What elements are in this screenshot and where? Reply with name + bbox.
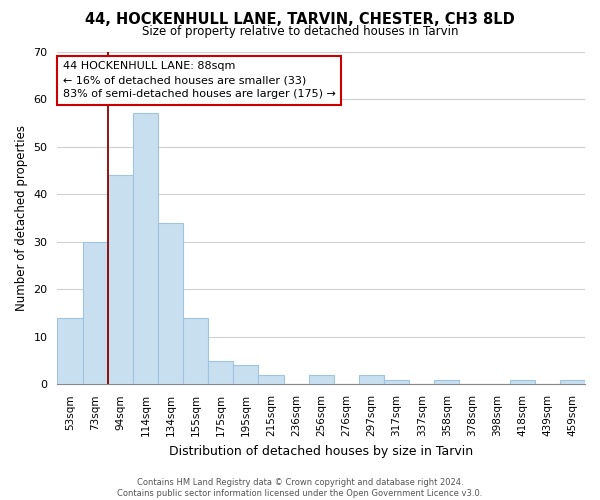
X-axis label: Distribution of detached houses by size in Tarvin: Distribution of detached houses by size … <box>169 444 473 458</box>
Bar <box>384 380 409 384</box>
Text: 44 HOCKENHULL LANE: 88sqm
← 16% of detached houses are smaller (33)
83% of semi-: 44 HOCKENHULL LANE: 88sqm ← 16% of detac… <box>62 62 335 100</box>
Bar <box>434 380 460 384</box>
Bar <box>208 360 233 384</box>
Text: 44, HOCKENHULL LANE, TARVIN, CHESTER, CH3 8LD: 44, HOCKENHULL LANE, TARVIN, CHESTER, CH… <box>85 12 515 28</box>
Bar <box>560 380 585 384</box>
Text: Contains HM Land Registry data © Crown copyright and database right 2024.
Contai: Contains HM Land Registry data © Crown c… <box>118 478 482 498</box>
Bar <box>359 375 384 384</box>
Bar <box>183 318 208 384</box>
Bar <box>107 175 133 384</box>
Bar <box>308 375 334 384</box>
Bar <box>509 380 535 384</box>
Bar <box>58 318 83 384</box>
Bar <box>158 222 183 384</box>
Y-axis label: Number of detached properties: Number of detached properties <box>15 125 28 311</box>
Bar <box>259 375 284 384</box>
Bar <box>83 242 107 384</box>
Text: Size of property relative to detached houses in Tarvin: Size of property relative to detached ho… <box>142 24 458 38</box>
Bar <box>133 114 158 384</box>
Bar <box>233 366 259 384</box>
